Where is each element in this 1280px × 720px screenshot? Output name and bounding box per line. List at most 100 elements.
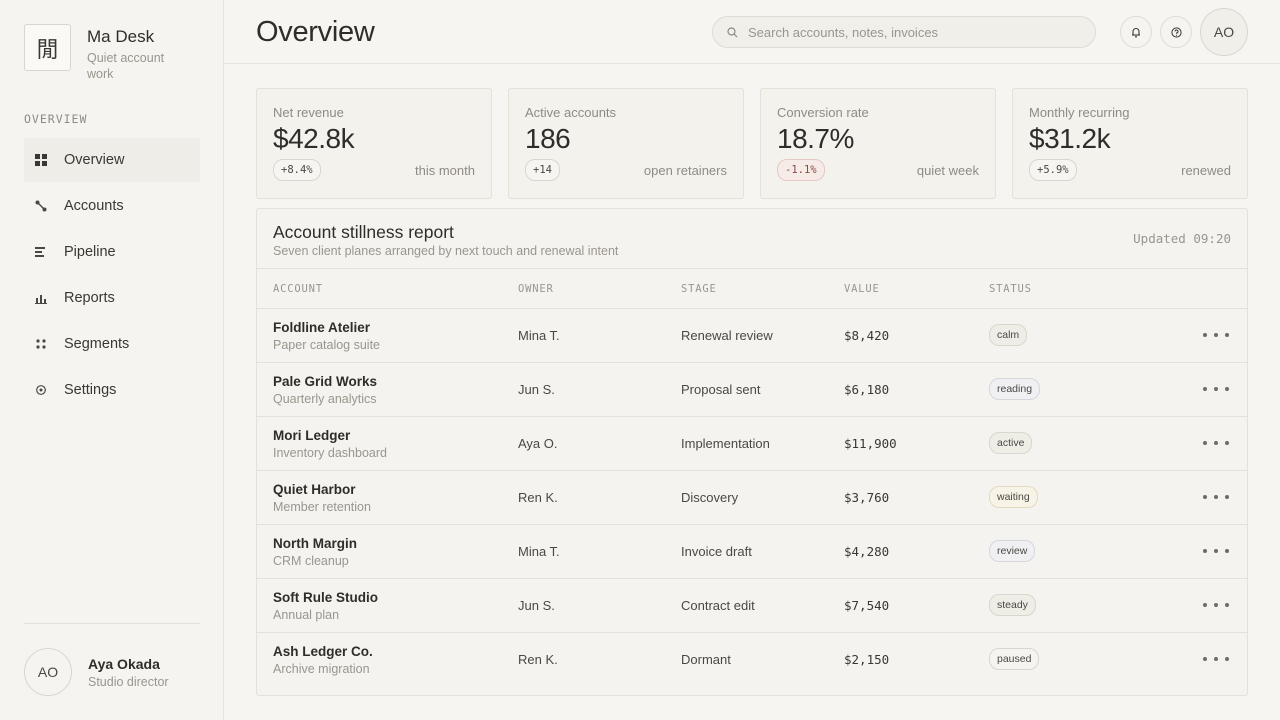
metric-delta: +5.9%: [1029, 159, 1077, 181]
account-name[interactable]: Mori Ledger: [273, 428, 351, 443]
status-badge: review: [989, 540, 1036, 562]
dot-icon: [1214, 549, 1218, 553]
sidebar-item-label: Settings: [64, 382, 117, 398]
table-row[interactable]: Ash Ledger Co. Archive migration Ren K. Dor…: [257, 633, 1247, 687]
dot-icon: [1203, 603, 1207, 607]
column-header-account[interactable]: ACCOUNT: [273, 283, 323, 295]
top-header: Overview AO: [224, 0, 1280, 64]
metric-value: $31.2k: [1029, 123, 1111, 154]
avatar: AO: [24, 648, 72, 696]
table-header: ACCOUNT OWNER STAGE VALUE STATUS: [257, 269, 1247, 309]
more-actions-button[interactable]: [1203, 652, 1229, 666]
metric-card-net-revenue: Net revenue $42.8k +8.4% this month: [256, 88, 492, 199]
account-description: Annual plan: [273, 608, 340, 622]
dot-icon: [1225, 495, 1229, 499]
user-role: Studio director: [88, 674, 169, 689]
dot-icon: [1225, 549, 1229, 553]
dot-icon: [1225, 387, 1229, 391]
sidebar-item-settings[interactable]: Settings: [24, 368, 200, 412]
dot-icon: [1225, 657, 1229, 661]
report-updated: Updated 09:20: [1133, 231, 1231, 246]
sidebar-item-segments[interactable]: Segments: [24, 322, 200, 366]
account-description: Quarterly analytics: [273, 392, 377, 406]
search-icon: [727, 23, 738, 42]
brand: 閒 Ma Desk Quiet account work: [24, 24, 183, 82]
account-report: Account stillness report Seven client pl…: [256, 208, 1248, 696]
dot-icon: [1203, 441, 1207, 445]
account-owner: Ren K.: [518, 652, 558, 667]
more-actions-button[interactable]: [1203, 436, 1229, 450]
more-actions-button[interactable]: [1203, 382, 1229, 396]
bell-icon: [1131, 23, 1141, 42]
more-actions-button[interactable]: [1203, 544, 1229, 558]
table-row[interactable]: North Margin CRM cleanup Mina T. Invoice dr…: [257, 525, 1247, 579]
column-header-stage[interactable]: STAGE: [681, 283, 717, 295]
column-header-value[interactable]: VALUE: [844, 283, 880, 295]
account-value: $6,180: [844, 382, 890, 397]
user-name: Aya Okada: [88, 655, 160, 672]
account-value: $2,150: [844, 652, 890, 667]
dot-icon: [1214, 657, 1218, 661]
status-badge: reading: [989, 378, 1041, 400]
report-title: Account stillness report: [273, 222, 454, 242]
sidebar-nav: Overview Accounts Pipeline Reports Segme…: [24, 138, 200, 414]
account-value: $7,540: [844, 598, 890, 613]
account-value: $11,900: [844, 436, 897, 451]
sidebar-item-accounts[interactable]: Accounts: [24, 184, 200, 228]
notifications-button[interactable]: [1120, 16, 1152, 48]
header-avatar[interactable]: AO: [1200, 8, 1248, 56]
account-name[interactable]: Foldline Atelier: [273, 320, 371, 335]
brand-logo: 閒: [24, 24, 71, 71]
sidebar: 閒 Ma Desk Quiet account work OVERVIEW Ov…: [0, 0, 224, 720]
table-row[interactable]: Mori Ledger Inventory dashboard Aya O. Impl…: [257, 417, 1247, 471]
account-name[interactable]: Soft Rule Studio: [273, 590, 378, 605]
sidebar-item-overview[interactable]: Overview: [24, 138, 200, 182]
sidebar-item-pipeline[interactable]: Pipeline: [24, 230, 200, 274]
status-badge: paused: [989, 648, 1040, 670]
account-stage: Dormant: [681, 652, 731, 667]
dot-icon: [1203, 495, 1207, 499]
table-row[interactable]: Soft Rule Studio Annual plan Jun S. Contrac…: [257, 579, 1247, 633]
dots-grid-icon: [34, 337, 48, 351]
dot-icon: [1203, 333, 1207, 337]
help-button[interactable]: [1160, 16, 1192, 48]
more-actions-button[interactable]: [1203, 328, 1229, 342]
account-description: CRM cleanup: [273, 554, 349, 568]
account-stage: Discovery: [681, 490, 739, 505]
more-actions-button[interactable]: [1203, 490, 1229, 504]
sidebar-item-reports[interactable]: Reports: [24, 276, 200, 320]
account-owner: Aya O.: [518, 436, 558, 451]
account-value: $3,760: [844, 490, 890, 505]
account-value: $8,420: [844, 328, 890, 343]
account-name[interactable]: Ash Ledger Co.: [273, 644, 373, 659]
grid-icon: [34, 153, 48, 167]
column-header-status[interactable]: STATUS: [989, 283, 1032, 295]
table-row[interactable]: Foldline Atelier Paper catalog suite Mina …: [257, 309, 1247, 363]
brand-name: Ma Desk: [87, 27, 155, 46]
dot-icon: [1203, 387, 1207, 391]
account-owner: Ren K.: [518, 490, 558, 505]
table-row[interactable]: Pale Grid Works Quarterly analytics Jun S.…: [257, 363, 1247, 417]
dot-icon: [1203, 657, 1207, 661]
account-stage: Proposal sent: [681, 382, 761, 397]
search-input[interactable]: [748, 24, 1068, 40]
status-badge: active: [989, 432, 1033, 454]
user-profile[interactable]: AO Aya Okada Studio director: [24, 648, 169, 696]
account-name[interactable]: Pale Grid Works: [273, 374, 378, 389]
dot-icon: [1214, 495, 1218, 499]
table-row[interactable]: Quiet Harbor Member retention Ren K. Discov…: [257, 471, 1247, 525]
account-name[interactable]: North Margin: [273, 536, 357, 551]
metric-card-monthly-recurring: Monthly recurring $31.2k +5.9% renewed: [1012, 88, 1248, 199]
account-stage: Contract edit: [681, 598, 755, 613]
account-name[interactable]: Quiet Harbor: [273, 482, 356, 497]
column-header-owner[interactable]: OWNER: [518, 283, 554, 295]
account-stage: Invoice draft: [681, 544, 752, 559]
nav-section-label: OVERVIEW: [24, 112, 88, 126]
divider: [24, 623, 200, 624]
account-value: $4,280: [844, 544, 890, 559]
table-body: Foldline Atelier Paper catalog suite Mina …: [257, 309, 1247, 687]
more-actions-button[interactable]: [1203, 598, 1229, 612]
gear-icon: [34, 383, 48, 397]
account-stage: Implementation: [681, 436, 770, 451]
metric-label: Net revenue: [273, 105, 344, 120]
